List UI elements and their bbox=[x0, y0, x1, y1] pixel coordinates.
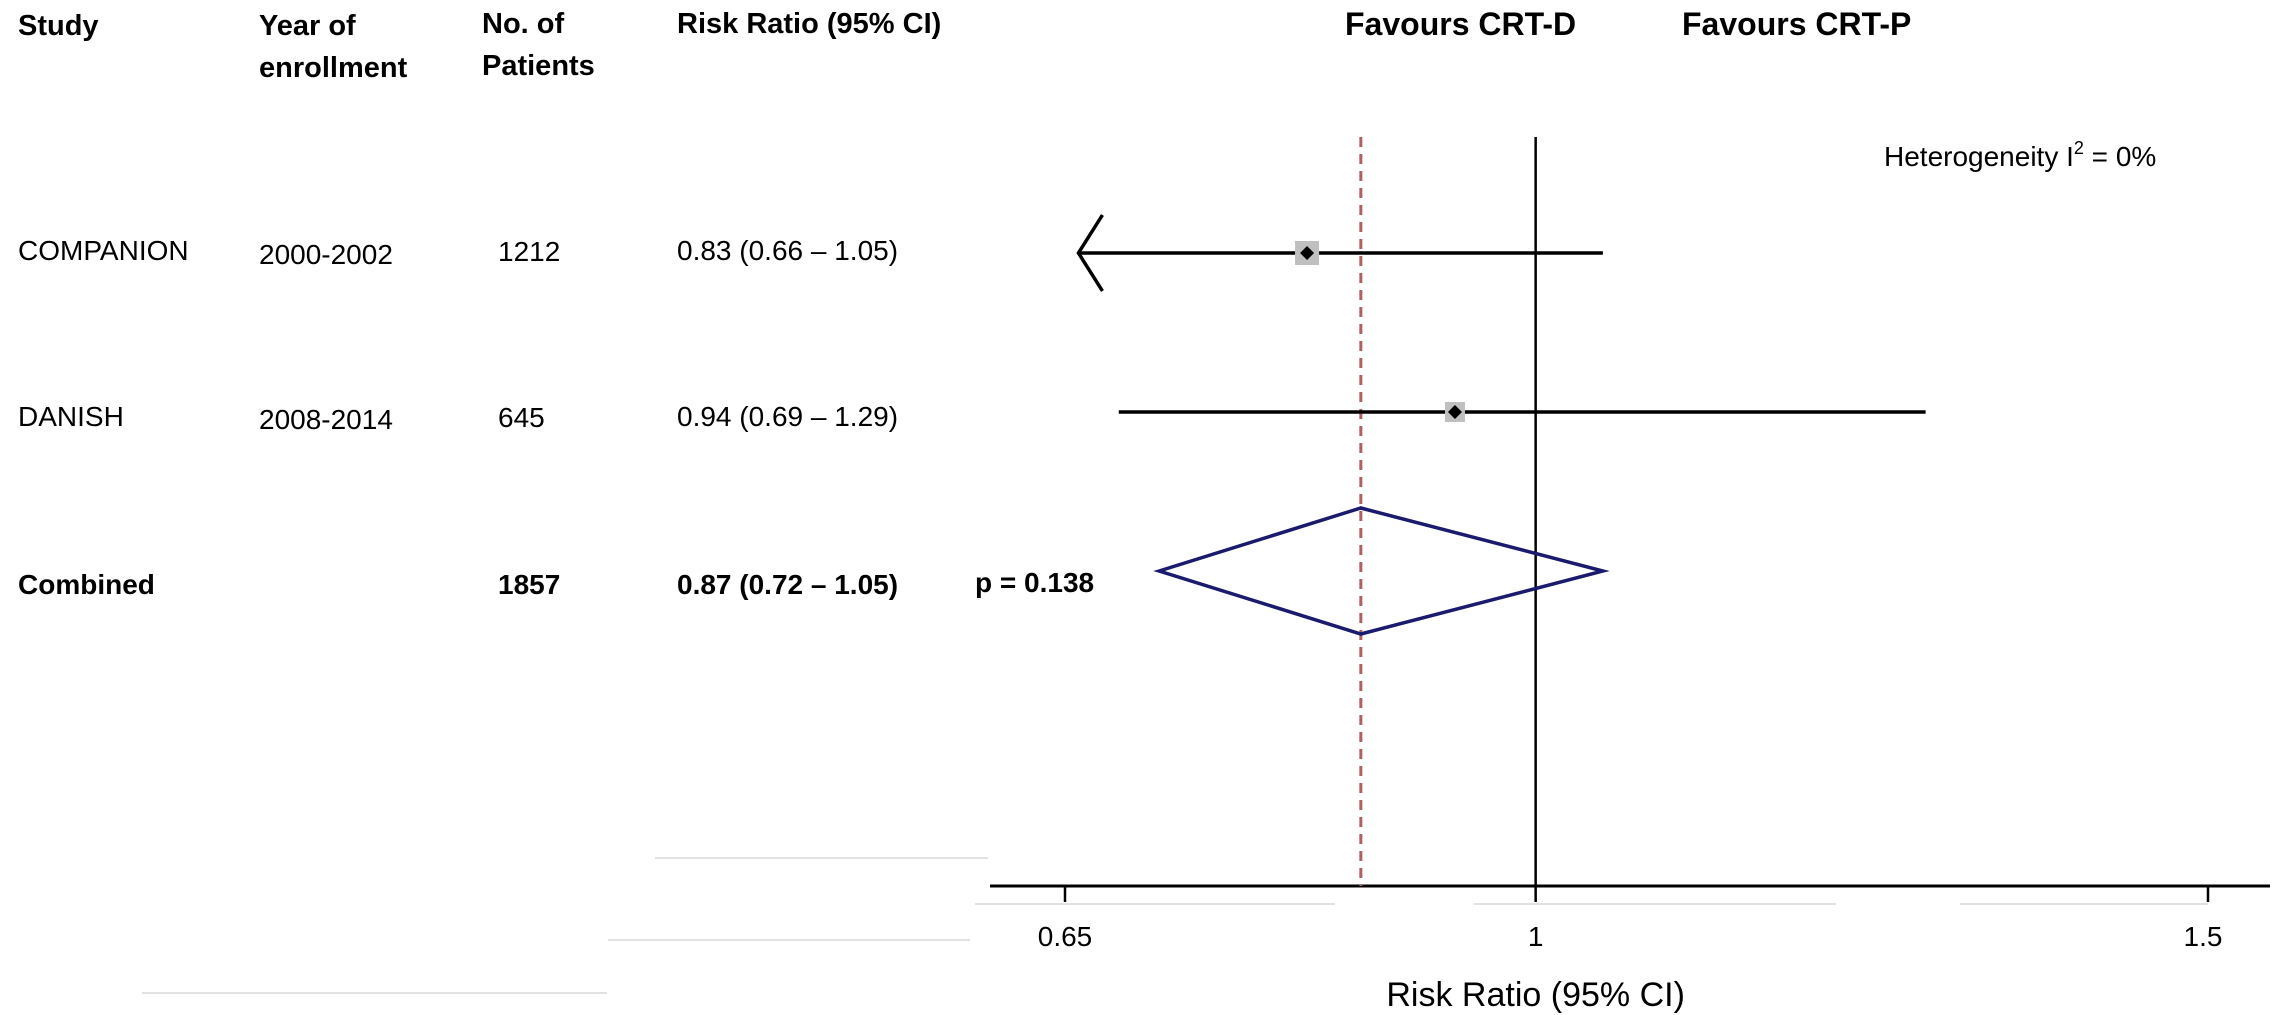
x-tick-label: 0.65 bbox=[1038, 921, 1093, 952]
x-tick-label: 1 bbox=[1528, 921, 1544, 952]
x-tick-label: 1.5 bbox=[2184, 921, 2223, 952]
x-axis-title: Risk Ratio (95% CI) bbox=[1386, 976, 1685, 1014]
